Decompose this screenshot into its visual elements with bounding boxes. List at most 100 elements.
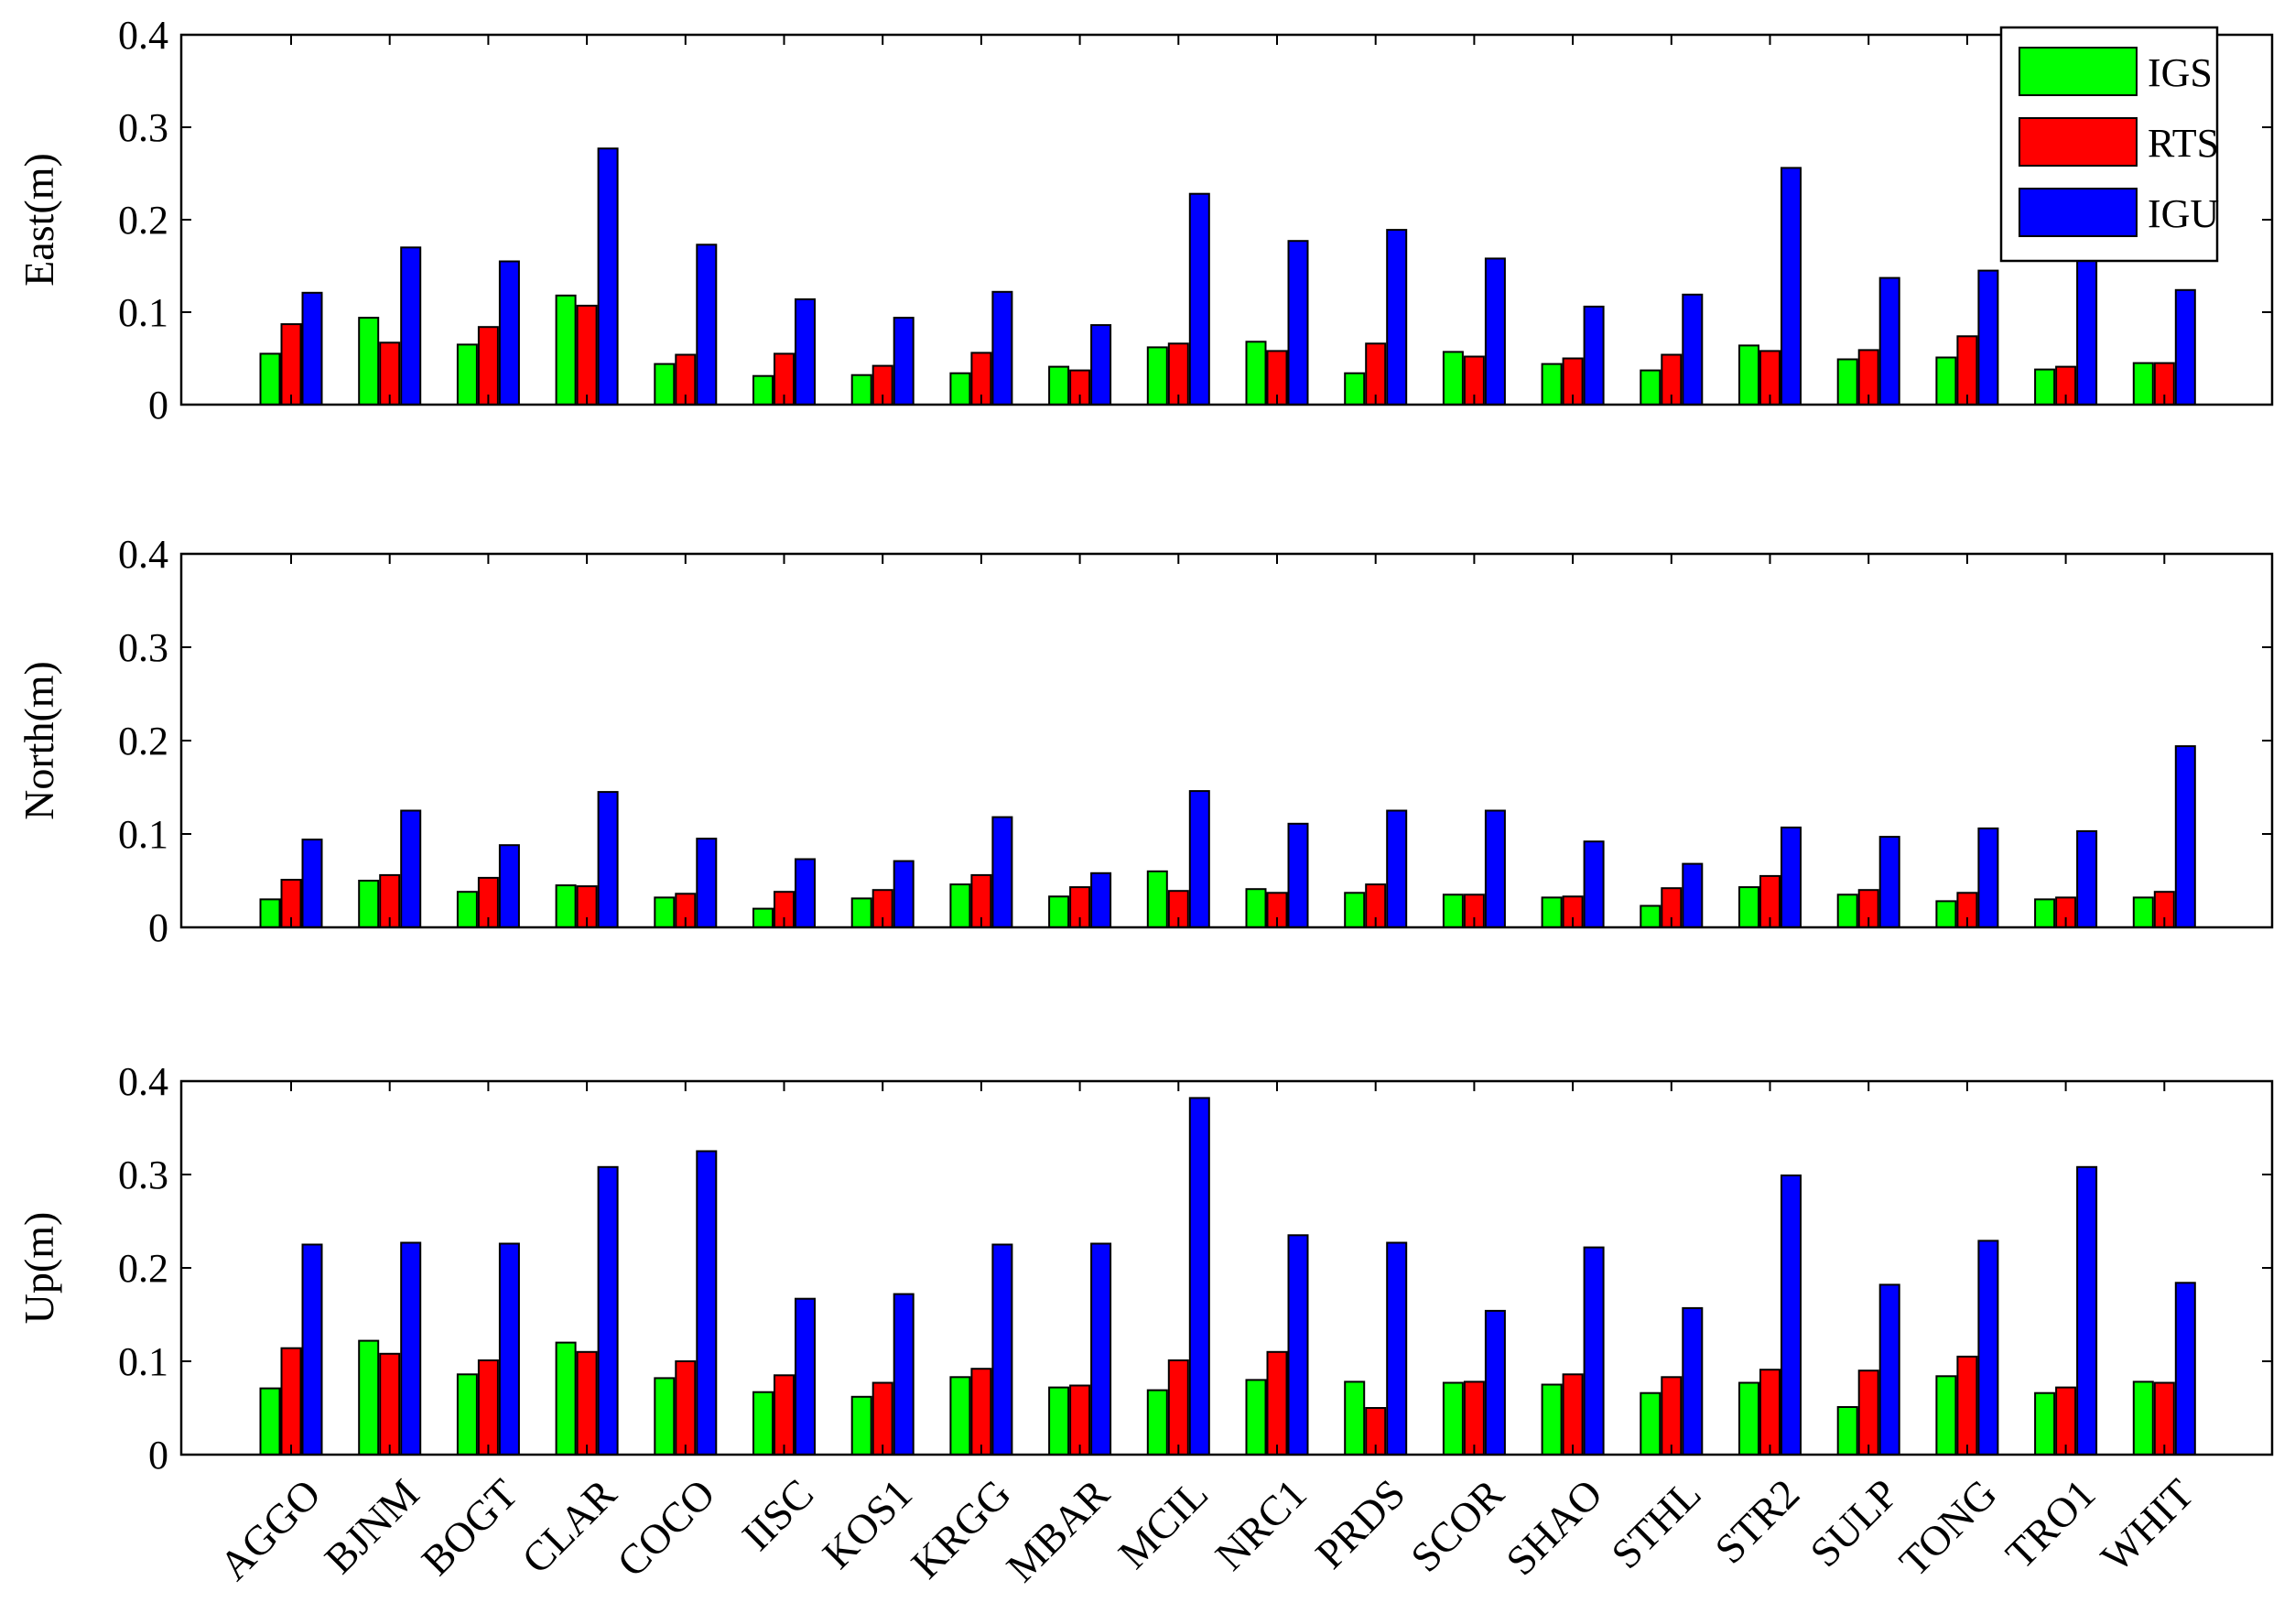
bar-up-m-igu-whit <box>2174 1282 2196 1456</box>
bar-north-m-igu-bogt <box>498 844 520 929</box>
y-tick-label: 0.4 <box>118 532 168 577</box>
bar-up-m-igu-tro1 <box>2076 1165 2098 1456</box>
bar-up-m-rts-sthl <box>1661 1376 1683 1456</box>
bar-up-m-igs-kos1 <box>850 1395 872 1456</box>
y-axis-label: East(m) <box>16 153 62 287</box>
legend-swatch-rts <box>2019 117 2138 167</box>
x-tick-label-sthl: STHL <box>1602 1470 1709 1577</box>
bar-north-m-igu-tro1 <box>2076 829 2098 929</box>
bar-north-m-igs-iisc <box>752 907 774 928</box>
bar-north-m-igs-mbar <box>1048 895 1070 928</box>
bar-east-m-igs-iisc <box>752 374 774 406</box>
x-tick-label-kos1: KOS1 <box>814 1470 921 1577</box>
bar-up-m-igs-str2 <box>1738 1381 1759 1456</box>
bar-north-m-igu-kos1 <box>893 860 915 928</box>
bar-north-m-igs-kos1 <box>850 897 872 929</box>
x-tick-label-nrc1: NRC1 <box>1207 1470 1315 1579</box>
bar-up-m-igu-kos1 <box>893 1293 915 1456</box>
bar-east-m-igu-whit <box>2174 288 2196 406</box>
x-tick-label-krgg: KRGG <box>903 1470 1020 1587</box>
bar-up-m-rts-coco <box>675 1360 697 1456</box>
bar-north-m-igu-bjnm <box>400 809 422 928</box>
bar-east-m-igs-mbar <box>1048 365 1070 406</box>
bar-east-m-igs-scor <box>1442 351 1464 406</box>
bar-east-m-igs-shao <box>1541 363 1563 406</box>
bar-up-m-igu-bjnm <box>400 1241 422 1456</box>
legend-label-rts: RTS <box>2148 121 2219 166</box>
bar-east-m-igu-mcil <box>1188 192 1210 406</box>
bar-east-m-igs-str2 <box>1738 344 1759 406</box>
bar-up-m-igu-prds <box>1386 1241 1408 1456</box>
y-axis-label: North(m) <box>16 661 62 820</box>
bar-north-m-igs-whit <box>2132 896 2154 929</box>
x-tick-label-scor: SCOR <box>1402 1470 1512 1581</box>
bar-up-m-igs-coco <box>654 1377 676 1456</box>
bar-up-m-igs-tro1 <box>2034 1391 2056 1456</box>
bar-up-m-igs-shao <box>1541 1383 1563 1456</box>
x-tick-label-whit: WHIT <box>2092 1470 2203 1581</box>
y-tick-label: 0 <box>148 905 168 950</box>
bar-up-m-igs-mbar <box>1048 1386 1070 1456</box>
bar-up-m-igs-iisc <box>752 1391 774 1456</box>
y-tick-label: 0.4 <box>118 13 168 58</box>
bar-east-m-igu-aggo <box>301 291 323 406</box>
bar-east-m-rts-aggo <box>280 323 302 406</box>
bar-up-m-rts-aggo <box>280 1347 302 1456</box>
bar-up-m-rts-bogt <box>477 1359 499 1456</box>
y-tick-label: 0.3 <box>118 105 168 150</box>
bar-north-m-igu-tong <box>1977 827 1999 929</box>
bar-east-m-igs-prds <box>1344 372 1366 406</box>
bar-north-m-igu-scor <box>1484 809 1506 928</box>
bar-up-m-igu-sthl <box>1682 1306 1704 1456</box>
bar-east-m-igu-tong <box>1977 269 1999 406</box>
bar-up-m-igu-scor <box>1484 1309 1506 1456</box>
bar-north-m-igs-bjnm <box>358 880 380 928</box>
x-tick-label-tong: TONG <box>1890 1470 2006 1586</box>
bar-east-m-igs-bogt <box>456 343 478 406</box>
bar-east-m-igs-sulp <box>1836 358 1858 406</box>
bar-east-m-igu-tro1 <box>2076 255 2098 406</box>
bar-up-m-igu-clar <box>597 1165 619 1456</box>
bar-north-m-igs-sthl <box>1640 904 1662 928</box>
bar-east-m-igu-kos1 <box>893 317 915 406</box>
bar-up-m-igs-mcil <box>1146 1389 1168 1456</box>
bar-north-m-igu-mcil <box>1188 790 1210 928</box>
x-tick-label-prds: PRDS <box>1306 1470 1413 1577</box>
bar-up-m-igu-bogt <box>498 1242 520 1456</box>
bar-up-m-rts-str2 <box>1759 1369 1781 1456</box>
bar-up-m-igs-sthl <box>1640 1391 1662 1456</box>
legend-label-igs: IGS <box>2148 50 2213 95</box>
bar-north-m-igu-nrc1 <box>1287 822 1309 928</box>
x-tick-label-mbar: MBAR <box>998 1470 1119 1591</box>
bar-east-m-igs-coco <box>654 363 676 406</box>
panel-east-m: 0 0.1 0.2 0.3 0.4 East(m) <box>16 13 2274 428</box>
bar-north-m-igs-prds <box>1344 892 1366 928</box>
bar-east-m-rts-bogt <box>477 326 499 406</box>
bar-north-m-igu-whit <box>2174 745 2196 928</box>
y-tick-label: 0.2 <box>118 1246 168 1291</box>
bar-north-m-igu-mbar <box>1090 872 1112 928</box>
bar-north-m-igu-iisc <box>795 858 816 928</box>
bar-north-m-igs-tong <box>1935 900 1957 929</box>
bar-up-m-rts-krgg <box>970 1368 992 1456</box>
x-tick-label-bjnm: BJNM <box>316 1470 428 1583</box>
x-tick-label-mcil: MCIL <box>1110 1470 1217 1577</box>
bar-up-m-igs-clar <box>555 1341 577 1456</box>
legend-swatch-igu <box>2019 188 2138 237</box>
bar-east-m-igu-krgg <box>991 290 1013 406</box>
bar-up-m-rts-sulp <box>1857 1370 1879 1456</box>
bar-east-m-igu-mbar <box>1090 324 1112 406</box>
bar-east-m-igu-scor <box>1484 257 1506 406</box>
bar-up-m-igu-tong <box>1977 1240 1999 1456</box>
bar-up-m-igs-krgg <box>949 1376 971 1456</box>
y-tick-label: 0 <box>148 383 168 428</box>
bar-east-m-igu-bogt <box>498 260 520 406</box>
x-tick-label-bogt: BOGT <box>413 1470 527 1585</box>
bar-north-m-igs-sulp <box>1836 893 1858 928</box>
bar-up-m-igu-coco <box>696 1150 718 1456</box>
bar-north-m-igu-prds <box>1386 809 1408 928</box>
bar-east-m-igu-prds <box>1386 229 1408 406</box>
bar-up-m-igu-mbar <box>1090 1242 1112 1456</box>
bar-north-m-igs-bogt <box>456 891 478 929</box>
